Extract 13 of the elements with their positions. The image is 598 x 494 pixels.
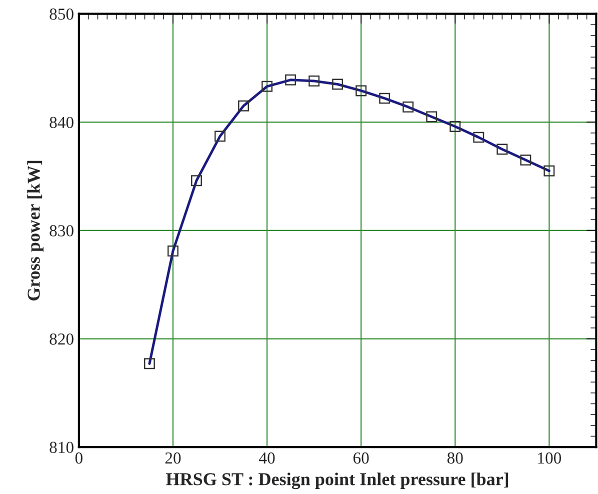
y-tick-label: 820: [50, 333, 74, 345]
y-tick-label: 850: [50, 8, 74, 20]
x-axis-title: HRSG ST : Design point Inlet pressure [bar]: [166, 472, 508, 490]
x-tick-label: 100: [538, 452, 562, 464]
x-tick-label: 80: [447, 452, 463, 464]
y-tick-label: 840: [50, 116, 74, 128]
x-tick-label: 60: [353, 452, 369, 464]
y-axis-title: Gross power [kW]: [27, 160, 44, 300]
x-tick-label: 20: [165, 452, 181, 464]
y-tick-label: 830: [50, 225, 74, 236]
x-tick-label: 40: [259, 452, 275, 464]
x-tick-label: 0: [75, 452, 82, 464]
y-tick-label: 810: [50, 442, 74, 454]
